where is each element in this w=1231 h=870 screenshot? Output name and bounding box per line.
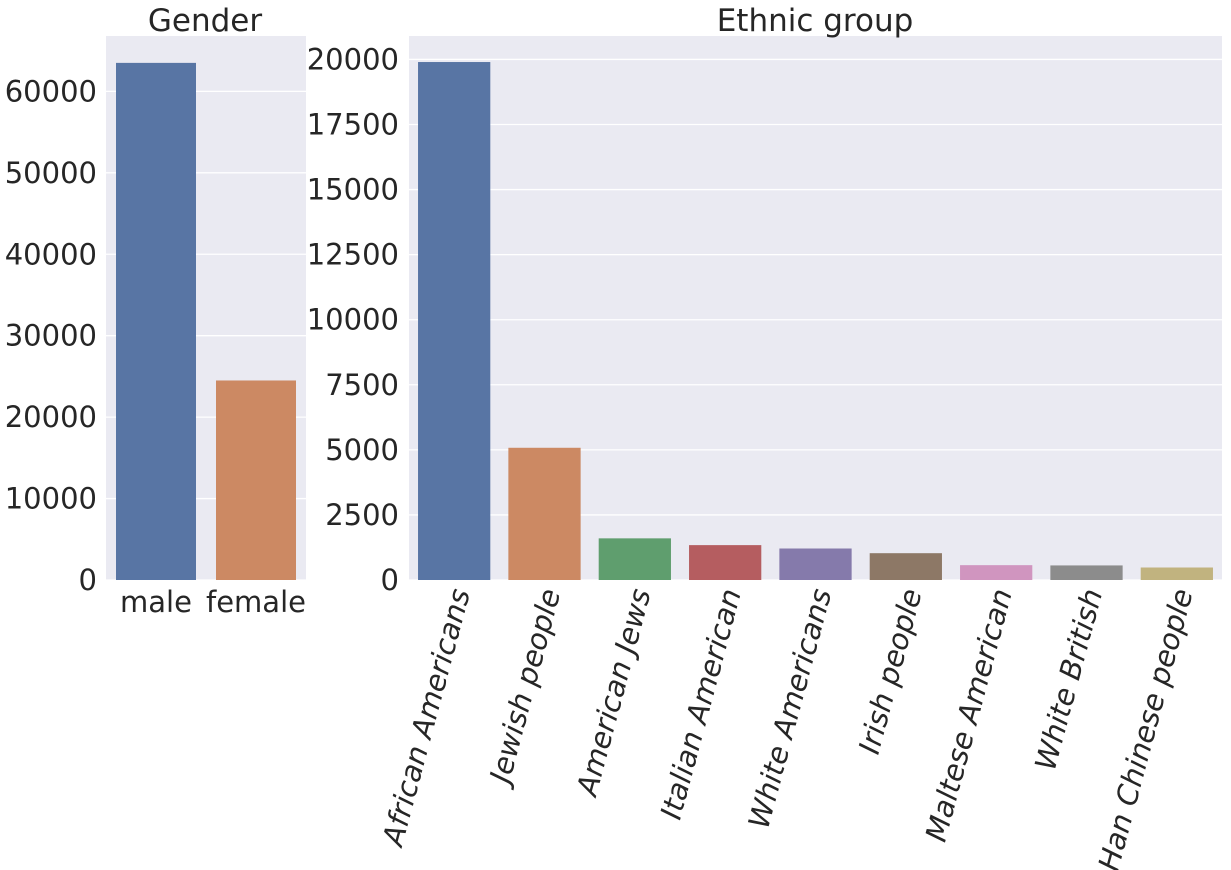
ethnic-group-bar-italian-american — [689, 545, 762, 580]
gender-y-tick-label: 30000 — [5, 319, 97, 353]
gender-bar-female — [216, 380, 296, 580]
ethnic-group-bar-white-americans — [779, 548, 852, 580]
ethnic-group-x-tick-label: Irish people — [852, 585, 929, 758]
gender-bar-male — [116, 62, 196, 580]
ethnic-group-y-tick-label: 5000 — [325, 433, 399, 467]
ethnic-group-y-tick-label: 2500 — [325, 498, 399, 532]
ethnic-group-chart-title: Ethnic group — [717, 3, 914, 39]
ethnic-group-y-tick-label: 10000 — [307, 303, 399, 337]
ethnic-group-x-tick-label: American Jews — [569, 585, 657, 801]
ethnic-group-x-tick-label: Maltese American — [919, 585, 1019, 845]
gender-chart-panel: Gender 0 10000 20000 30000 40000 50000 60000 ma… — [5, 3, 306, 619]
gender-chart-title: Gender — [148, 3, 262, 39]
ethnic-group-bar-african-americans — [418, 62, 491, 581]
gender-y-tick-label: 0 — [79, 563, 97, 597]
ethnic-group-x-tick-label: White Americans — [742, 585, 839, 832]
ethnic-group-y-tick-label: 20000 — [307, 42, 399, 76]
ethnic-group-y-tick-label: 0 — [381, 563, 399, 597]
gender-y-tick-label: 10000 — [5, 482, 97, 516]
ethnic-group-chart-panel: Ethnic group 0 2500 5000 7500 10000 12500 1500… — [307, 3, 1222, 870]
gender-y-tick-label: 20000 — [5, 400, 97, 434]
ethnic-group-y-tick-label: 12500 — [307, 238, 399, 272]
ethnic-group-bar-han-chinese-people — [1140, 567, 1213, 580]
ethnic-group-bar-white-british — [1050, 565, 1123, 580]
ethnic-group-y-tick-label: 7500 — [325, 368, 399, 402]
gender-y-tick-label: 60000 — [5, 74, 97, 108]
ethnic-group-x-tick-label: Jewish people — [482, 585, 568, 791]
ethnic-group-bar-maltese-american — [960, 565, 1033, 580]
gender-x-tick-label: male — [120, 585, 192, 619]
ethnic-group-bar-american-jews — [598, 538, 671, 580]
ethnic-group-x-tick-label: Han Chinese people — [1092, 585, 1200, 870]
gender-y-tick-label: 40000 — [5, 237, 97, 271]
gender-y-tick-label: 50000 — [5, 156, 97, 190]
ethnic-group-y-tick-label: 17500 — [307, 107, 399, 141]
ethnic-group-x-tick-label: Italian American — [654, 585, 748, 823]
ethnic-group-x-tick-label: White British — [1028, 585, 1109, 774]
gender-x-tick-label: female — [206, 585, 306, 619]
ethnic-group-y-tick-label: 15000 — [307, 173, 399, 207]
ethnic-group-x-tick-label: African Americans — [375, 585, 477, 851]
ethnic-group-bar-irish-people — [869, 553, 942, 580]
ethnic-group-bar-jewish-people — [508, 447, 581, 580]
